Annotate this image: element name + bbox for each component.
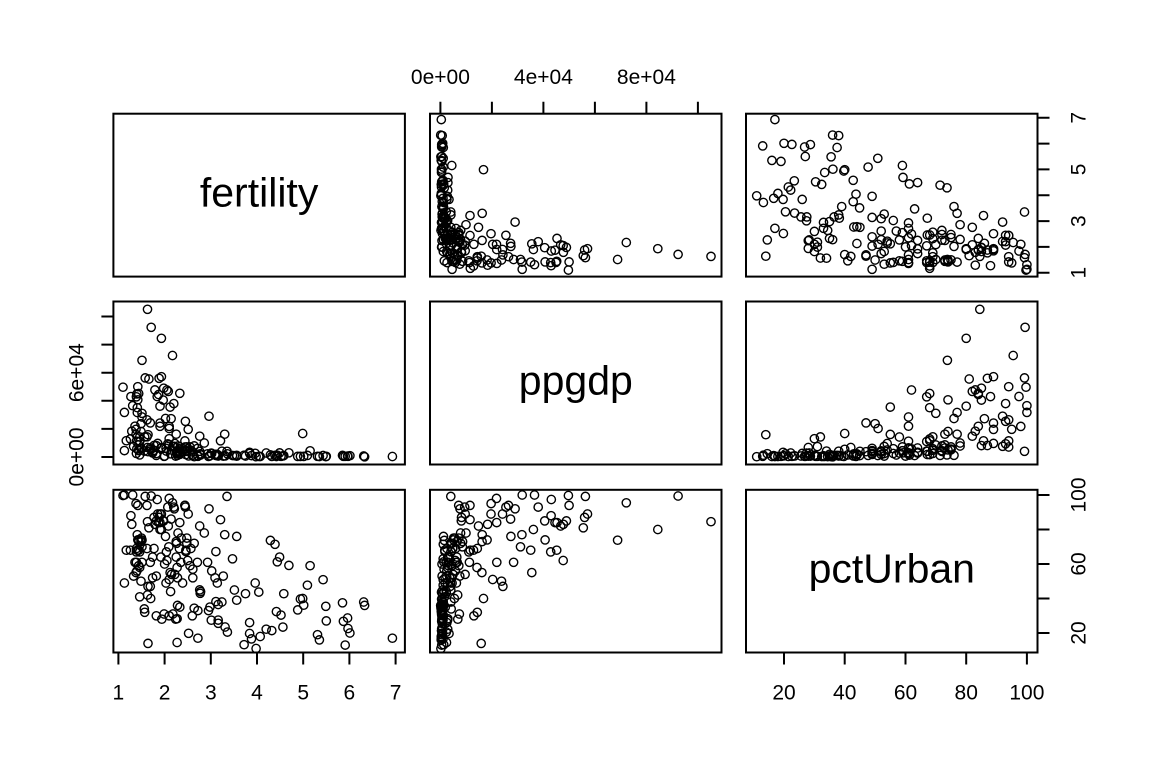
svg-text:80: 80: [955, 681, 978, 704]
svg-text:60: 60: [894, 681, 917, 704]
svg-text:6: 6: [344, 681, 356, 704]
svg-text:20: 20: [1068, 621, 1091, 644]
svg-text:2: 2: [159, 681, 171, 704]
svg-text:ppgdp: ppgdp: [519, 358, 633, 404]
svg-text:40: 40: [833, 681, 856, 704]
svg-text:20: 20: [772, 681, 795, 704]
svg-text:3: 3: [205, 681, 217, 704]
svg-text:4e+04: 4e+04: [514, 66, 573, 89]
svg-text:6e+04: 6e+04: [66, 343, 89, 402]
svg-text:5: 5: [1068, 164, 1091, 176]
svg-text:1: 1: [113, 681, 125, 704]
svg-text:1: 1: [1068, 267, 1091, 279]
svg-text:60: 60: [1068, 552, 1091, 575]
svg-text:3: 3: [1068, 215, 1091, 227]
svg-text:100: 100: [1068, 477, 1091, 512]
svg-text:100: 100: [1009, 681, 1044, 704]
svg-text:5: 5: [297, 681, 309, 704]
svg-text:7: 7: [1068, 112, 1091, 124]
svg-text:7: 7: [390, 681, 402, 704]
svg-text:8e+04: 8e+04: [617, 66, 676, 89]
svg-text:0e+00: 0e+00: [66, 428, 89, 487]
svg-text:fertility: fertility: [200, 170, 319, 216]
svg-text:4: 4: [251, 681, 263, 704]
svg-text:pctUrban: pctUrban: [809, 546, 975, 592]
svg-text:0e+00: 0e+00: [411, 66, 470, 89]
